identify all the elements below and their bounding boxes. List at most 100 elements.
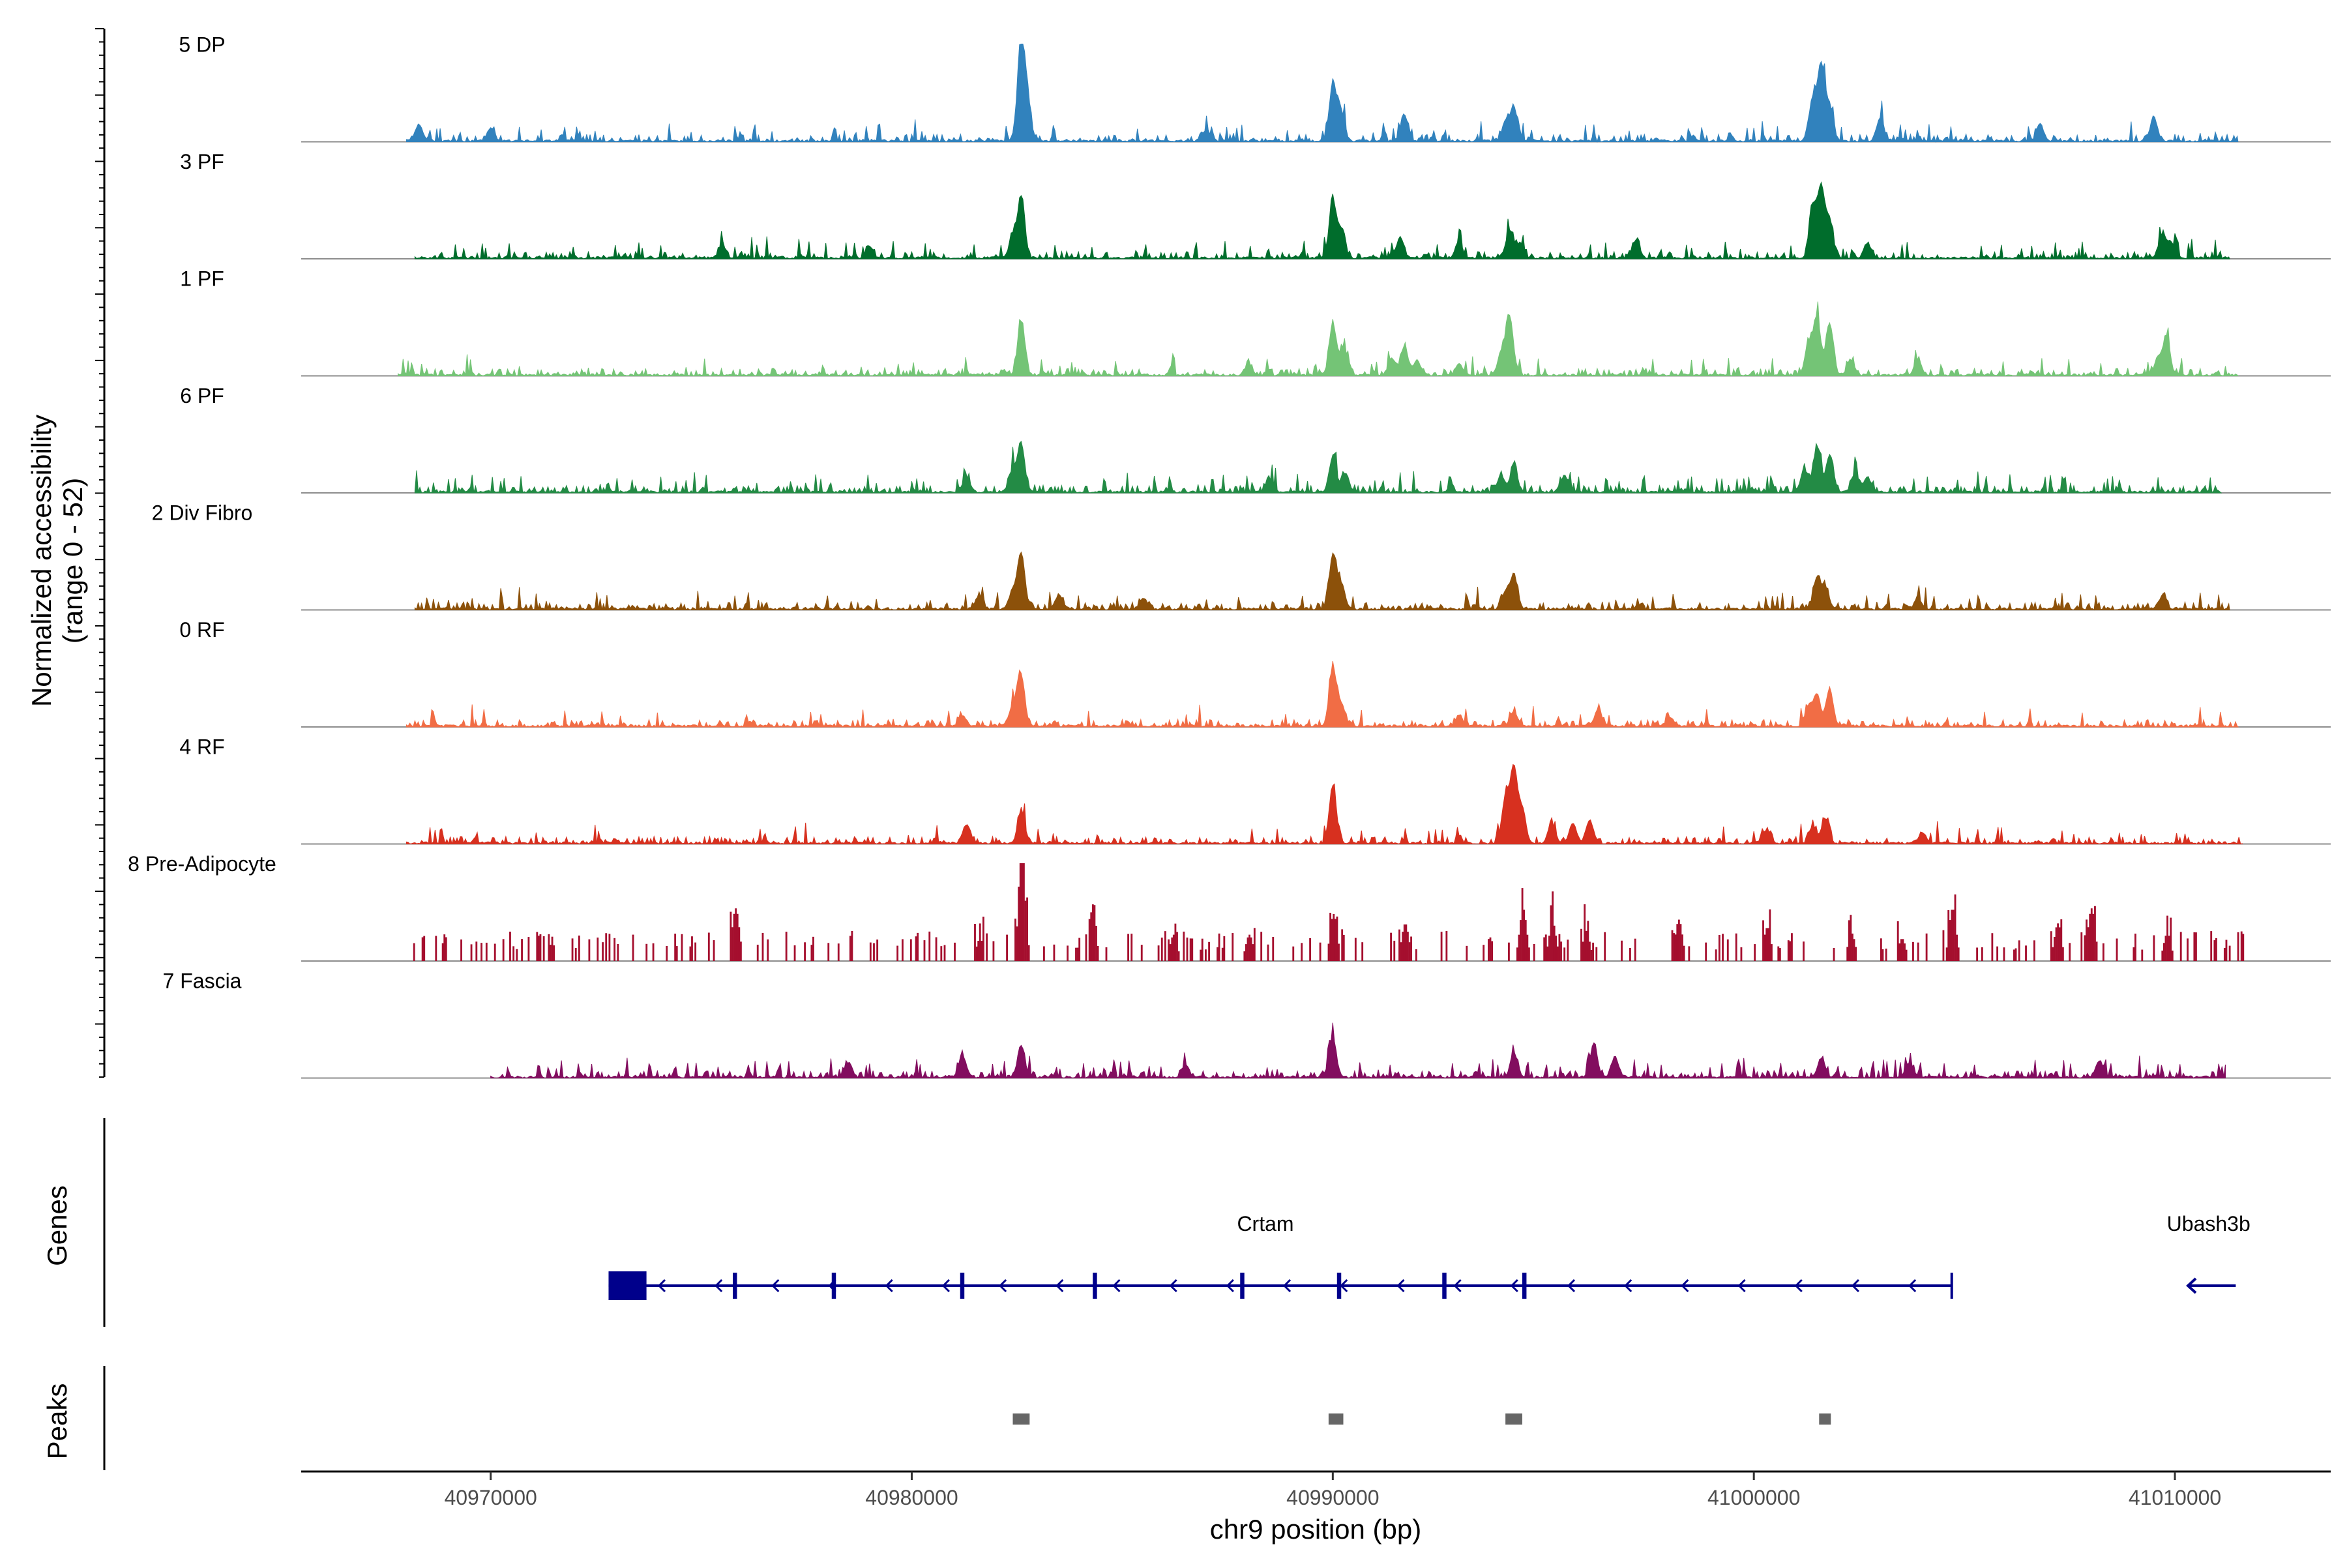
coverage-bar <box>1410 936 1413 961</box>
coverage-bar <box>1189 938 1192 961</box>
coverage-bar <box>977 941 980 961</box>
coverage-bar <box>1407 932 1409 961</box>
coverage-bar <box>1902 939 1904 961</box>
coverage-bar <box>1016 926 1018 961</box>
coverage-bar <box>940 946 943 961</box>
coverage-bar <box>613 938 616 961</box>
track-1-pf <box>301 301 2331 377</box>
coverage-bar <box>827 943 830 961</box>
coverage-bar <box>1267 944 1269 961</box>
coverage-bar <box>2102 943 2104 961</box>
coverage-bar <box>873 943 875 961</box>
coverage-bar <box>1951 910 1953 961</box>
coverage-bar <box>2162 943 2165 961</box>
gene-exon <box>732 1273 737 1299</box>
coverage-bar <box>441 943 444 961</box>
coverage-bar <box>2168 936 2170 961</box>
coverage-bar <box>1088 919 1091 961</box>
coverage-bar <box>470 944 473 961</box>
coverage-bar <box>1553 925 1556 961</box>
coverage-bar <box>443 934 446 961</box>
coverage-bar <box>608 934 611 961</box>
coverage-bar <box>869 942 872 961</box>
coverage-bar <box>1592 942 1595 961</box>
track-label-2-div-fibro: 2 Div Fibro <box>152 501 253 525</box>
coverage-bar <box>1223 936 1226 961</box>
gene-exon <box>1522 1273 1527 1299</box>
gene-strand-arrow <box>1737 1279 1746 1293</box>
coverage-bar <box>849 936 851 961</box>
coverage-bar <box>1981 947 1983 961</box>
gene-strand-arrow <box>1226 1279 1234 1293</box>
gene-exon <box>1240 1273 1245 1299</box>
coverage-bar <box>605 933 608 961</box>
y-axis-title-line2: (range 0 - 52) <box>57 478 88 643</box>
coverage-bar <box>539 934 542 961</box>
coverage-bar <box>2187 938 2189 961</box>
gene-exon <box>608 1271 647 1300</box>
coverage-bar <box>1544 934 1547 961</box>
coverage-bar <box>1584 904 1586 961</box>
coverage-bar <box>2054 937 2056 961</box>
coverage-bar <box>1705 942 1707 961</box>
coverage-bar <box>413 943 415 961</box>
coverage-bar <box>979 923 981 961</box>
coverage-bar <box>1589 941 1591 961</box>
genes-axis-title: Genes <box>42 1185 72 1266</box>
coverage-bar <box>1466 945 1468 961</box>
coverage-bar <box>435 936 437 961</box>
coverage-bar <box>1762 920 1764 961</box>
coverage-bar <box>2153 935 2155 961</box>
coverage-area <box>414 440 2222 494</box>
coverage-area <box>406 661 2239 728</box>
coverage-bar <box>2166 915 2168 961</box>
coverage-bar <box>2164 936 2167 961</box>
coverage-bar <box>1301 943 1303 961</box>
gene-strand-arrow <box>1794 1279 1803 1293</box>
x-tick-label: 40980000 <box>865 1486 958 1509</box>
coverage-bar <box>1548 936 1550 961</box>
coverage-bar <box>1042 946 1045 961</box>
coverage-bar <box>1523 910 1526 961</box>
coverage-bar <box>1076 947 1079 961</box>
coverage-bar <box>2069 943 2071 961</box>
coverage-bar <box>553 945 555 961</box>
coverage-bar <box>1247 937 1249 961</box>
coverage-bar <box>2003 947 2005 961</box>
coverage-bar <box>588 939 591 961</box>
coverage-bar <box>2018 940 2020 961</box>
gene-strand-arrow <box>1624 1279 1632 1293</box>
coverage-bar <box>2213 940 2216 961</box>
coverage-bar <box>935 937 937 961</box>
coverage-bar <box>981 941 983 961</box>
coverage-bar <box>550 945 552 961</box>
coverage-bar <box>1024 900 1027 961</box>
gene-label-ubash3b: Ubash3b <box>2167 1212 2251 1235</box>
coverage-bar <box>1183 931 1185 961</box>
coverage-bar <box>1956 934 1958 961</box>
coverage-bar <box>1006 934 1008 961</box>
coverage-bar <box>1105 947 1108 961</box>
coverage-bar <box>917 932 919 961</box>
coverage-bar <box>574 948 577 961</box>
coverage-bar <box>1243 951 1246 961</box>
coverage-bar <box>2086 919 2088 961</box>
track-3-pf <box>301 181 2331 260</box>
coverage-bar <box>666 945 668 961</box>
coverage-bar <box>1560 941 1562 961</box>
coverage-bar <box>1204 949 1207 961</box>
coverage-bar <box>516 949 518 961</box>
coverage-bar <box>1833 947 1835 961</box>
x-tick-label: 40990000 <box>1286 1486 1379 1509</box>
coverage-bar <box>736 913 739 961</box>
coverage-bar <box>571 938 574 961</box>
coverage-bar <box>1338 943 1340 961</box>
coverage-bar <box>1898 943 1901 961</box>
gene-strand-arrow <box>771 1279 780 1293</box>
coverage-bar <box>1253 928 1256 961</box>
coverage-bar <box>694 942 697 961</box>
gene-label-crtam: Crtam <box>1237 1212 1293 1235</box>
coverage-bar <box>2225 939 2228 961</box>
coverage-bar <box>1491 941 1494 961</box>
